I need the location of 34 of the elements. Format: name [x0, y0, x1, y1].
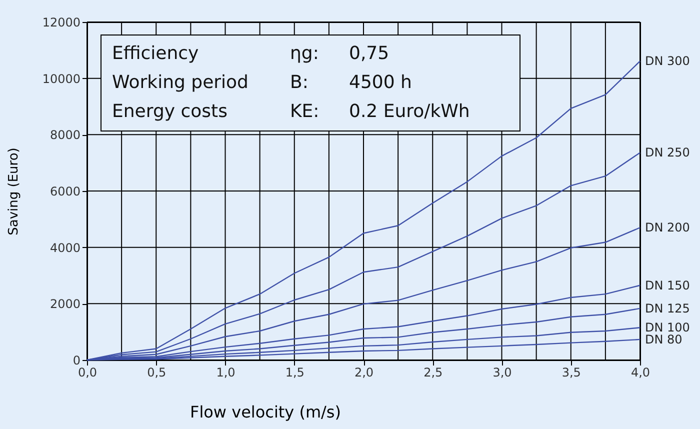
x-tick-label: 0,0: [78, 366, 98, 380]
y-tick-label: 8000: [50, 128, 80, 142]
x-tick-label: 3,5: [562, 366, 581, 380]
y-tick-label: 12000: [42, 16, 80, 30]
annotation: 0,75: [349, 43, 390, 64]
x-tick-label: 0,5: [147, 366, 166, 380]
series-label: DN 300: [645, 54, 690, 68]
annotation: ηg:: [290, 43, 319, 64]
x-tick-label: 2,0: [354, 366, 374, 380]
annotation: B:: [290, 72, 308, 93]
series-label: DN 100: [645, 320, 690, 335]
y-tick-label: 0: [72, 354, 80, 368]
x-tick-label: 2,5: [424, 366, 443, 380]
y-axis-title: Saving (Euro): [6, 148, 22, 236]
x-tick-label: 4,0: [630, 366, 650, 380]
y-tick-label: 2000: [50, 297, 80, 312]
series-label: DN 150: [645, 278, 690, 292]
series-label: DN 125: [645, 301, 690, 316]
x-axis-title: Flow velocity (m/s): [190, 402, 342, 422]
annotation: Energy costs: [112, 101, 228, 122]
annotation: 4500 h: [349, 72, 412, 93]
annotation: 0.2 Euro/kWh: [349, 101, 470, 122]
series-label: DN 80: [645, 332, 682, 346]
x-tick-label: 1,5: [285, 366, 304, 380]
y-tick-label: 4000: [50, 240, 80, 255]
series-label: DN 200: [645, 220, 690, 235]
x-tick-label: 3,0: [492, 366, 512, 380]
annotation: Working period: [112, 72, 248, 93]
x-tick-label: 1,0: [216, 366, 236, 380]
y-tick-label: 6000: [50, 184, 80, 198]
annotation: Efficiency: [112, 43, 200, 64]
y-tick-label: 10000: [42, 72, 80, 86]
series-label: DN 250: [645, 146, 690, 160]
annotation: KE:: [290, 101, 320, 122]
